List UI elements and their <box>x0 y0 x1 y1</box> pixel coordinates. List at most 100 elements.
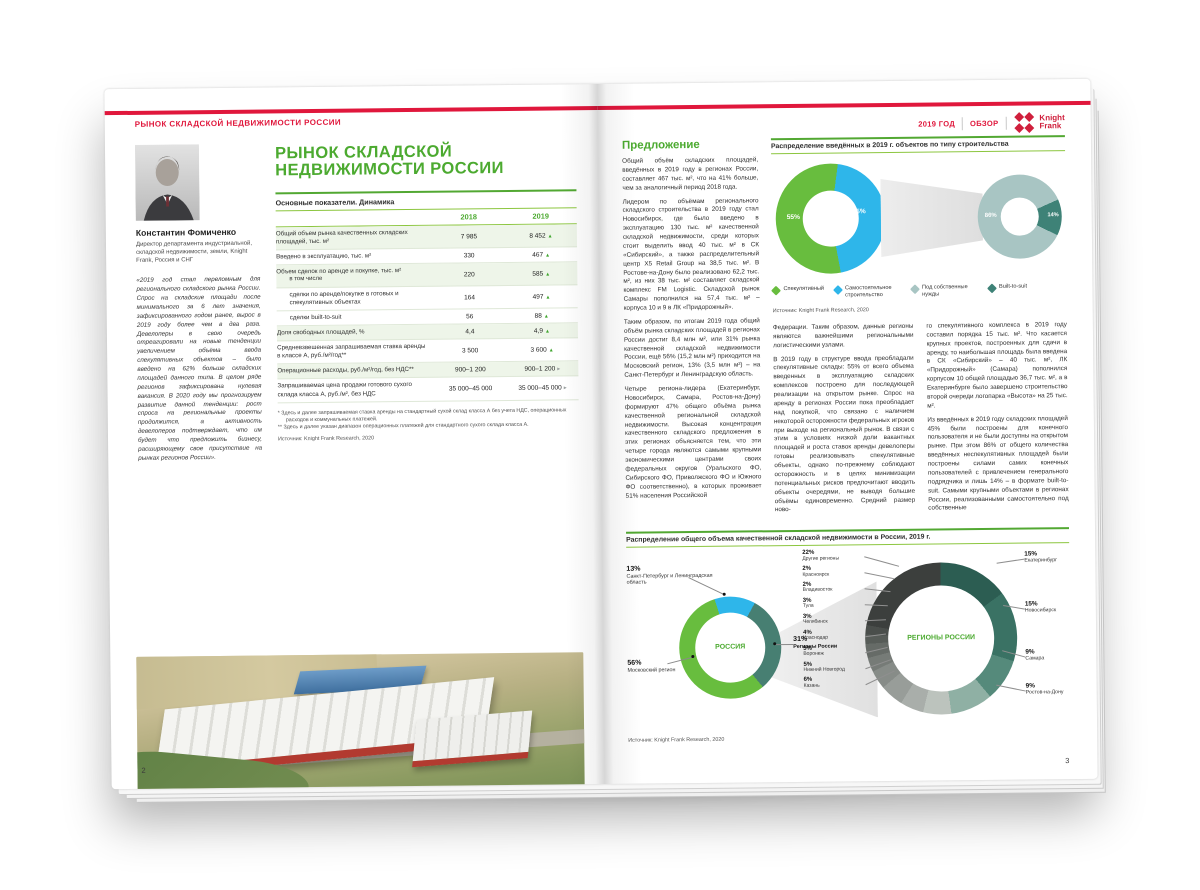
paragraph: Таким образом, по итогам 2019 года общий… <box>623 317 761 379</box>
callout-name: Тула <box>802 603 814 610</box>
callout-name: Санкт-Петербург и Ленинградская область <box>626 572 713 586</box>
trend-up-icon <box>545 327 550 334</box>
regions-left-callouts: 22% Другие регионы 2% Красноярск 2% Влад… <box>802 550 867 694</box>
callout-name: Ростов-на-Дону <box>1025 689 1064 696</box>
knight-frank-mark-icon <box>1013 111 1035 133</box>
chart-legend: Спекулятивный Самостоятельное строительс… <box>771 283 1066 300</box>
donut-row: 55% 45% 86% 14% <box>771 161 1066 275</box>
donut-callout: 9% Ростов-на-Дону <box>1026 683 1088 696</box>
page-number-right: 3 <box>1065 756 1070 766</box>
paragraph: Федерации. Таким образом, данные регионы… <box>772 322 914 349</box>
trend-up-icon <box>545 270 550 277</box>
table-row: сделки по аренде/покупке в готовых и спе… <box>276 285 578 312</box>
value-2019: 497 <box>532 293 544 301</box>
donut-hole <box>802 190 860 247</box>
value-2019: 467 <box>532 251 544 259</box>
trend-up-icon <box>545 251 550 258</box>
report-spread: РЫНОК СКЛАДСКОЙ НЕДВИЖИМОСТИ РОССИИ <box>104 78 1098 790</box>
callout-name: Краснодар <box>803 634 829 641</box>
knight-frank-logo: Knight Frank <box>1013 111 1065 134</box>
donut-nonspeculative-split: 86% 14% <box>977 174 1063 260</box>
page-left: РЫНОК СКЛАДСКОЙ НЕДВИЖИМОСТИ РОССИИ <box>104 84 604 790</box>
donut-callout: 3% Челябинск <box>803 613 867 625</box>
trend-flat-icon <box>557 365 560 372</box>
value-2019: 585 <box>532 270 544 278</box>
section-title: Предложение <box>621 138 700 152</box>
callout-name: Екатеринбург <box>1024 557 1058 564</box>
legend-diamond-icon <box>832 285 843 295</box>
page-title: РЫНОК СКЛАДСКОЙ НЕДВИЖИМОСТИ РОССИИ <box>274 142 504 180</box>
donut-hole <box>1000 197 1039 236</box>
value-2018: 7 985 <box>460 232 478 240</box>
legend-label: Спекулятивный <box>783 285 825 293</box>
stock-distribution-figure: РОССИЯ РЕГИОНЫ РОССИИ 13% <box>626 549 1071 745</box>
source-line: Источник: Knight Frank Research, 2020 <box>628 737 725 745</box>
warehouse-aerial-photo: Распределительный центр X5 Retail Group,… <box>136 652 585 790</box>
donut-regions: РЕГИОНЫ РОССИИ <box>864 562 1018 716</box>
donut-callout: 9% Самара <box>1025 649 1087 662</box>
row-label: Доля свободных площадей, % <box>276 328 365 337</box>
value-2018: 220 <box>463 270 475 279</box>
row-sublabel: в том числе <box>289 276 323 283</box>
value-2018: 330 <box>463 251 475 260</box>
page-right: 2019 ГОД ОБЗОР Knight Frank <box>597 79 1097 784</box>
expert-block: Константин Фомиченко Директор департамен… <box>134 144 262 470</box>
legend-diamond-icon <box>771 285 781 296</box>
flow-beam <box>880 178 983 257</box>
header-divider <box>961 116 964 130</box>
row-label: Введено в эксплуатацию, тыс. м² <box>276 252 372 261</box>
legend-label: Под собственные нужды <box>922 284 968 298</box>
donut-callout: 2% Владивосток <box>803 581 867 593</box>
donut-callout: 6% Казань <box>804 677 868 689</box>
regions-right-callouts: 15% Екатеринбург 15% Новосибирск 9% Сама… <box>1024 549 1086 696</box>
value-2018: 35 000–45 000 <box>448 385 493 393</box>
donut-callout: 5% Воронеж <box>803 645 867 657</box>
leader-dot <box>722 593 726 597</box>
donut-callout: 15% Екатеринбург <box>1024 551 1086 564</box>
source-line: Источник: Knight Frank Research, 2020 <box>278 435 375 443</box>
trend-up-icon <box>545 293 550 300</box>
value-2019: 900–1 200 <box>524 365 556 373</box>
slice-label: 55% <box>786 213 800 222</box>
donut-callout: 4% Краснодар <box>803 629 867 641</box>
row-label: Средневзвешенная запрашиваемая ставка ар… <box>277 343 426 360</box>
col-2019: 2019 <box>532 211 549 221</box>
callout-name: Челябинск <box>802 618 828 626</box>
value-2018: 3 500 <box>461 347 479 355</box>
photo-warehouse-secondary <box>412 710 533 768</box>
expert-portrait-photo <box>134 144 200 221</box>
paragraph: Четыре региона-лидера (Екатеринбург, Нов… <box>624 384 762 500</box>
construction-type-chart: Распределение введённых в 2019 г. объект… <box>770 135 1067 314</box>
page-number-left: 2 <box>141 765 146 775</box>
donut-hole: РЕГИОНЫ РОССИИ <box>887 585 995 693</box>
value-2019: 88 <box>534 312 542 320</box>
value-2018: 56 <box>466 313 474 321</box>
header-divider <box>1005 116 1007 130</box>
expert-name: Константин Фомиченко <box>135 226 237 238</box>
chart-title: Распределение общего объема качественной… <box>626 527 1070 549</box>
donut-callout: 3% Тула <box>803 597 867 609</box>
value-2019: 35 000–45 000 <box>518 384 562 392</box>
knight-frank-wordmark: Knight Frank <box>1039 114 1064 131</box>
stock-distribution-chart: Распределение общего объема качественной… <box>626 527 1071 745</box>
callout-name: Самара <box>1025 655 1045 662</box>
donut-russia: РОССИЯ <box>678 596 782 700</box>
col-2018: 2018 <box>460 212 477 222</box>
table-row: Общий объем рынка качественных складских… <box>275 224 578 251</box>
donut-callout: 22% Другие регионы <box>802 550 866 562</box>
value-2018: 164 <box>464 293 476 302</box>
donut-center-label: РЕГИОНЫ РОССИИ <box>907 634 976 643</box>
leader-line <box>775 644 794 646</box>
paragraph: го спекулятивного комплекса в 2019 году … <box>926 321 1068 410</box>
table-row: Объем сделок по аренде и покупке, тыс. м… <box>276 262 578 289</box>
value-2019: 3 600 <box>530 346 547 354</box>
key-indicators-table: Основные показатели. Динамика 2018 2019 … <box>275 189 579 403</box>
legend-item: Спекулятивный <box>771 285 825 296</box>
text-column-2: Федерации. Таким образом, данные регионы… <box>773 323 916 521</box>
legend-label: Built-to-suit <box>999 283 1028 290</box>
text-column-1: Предложение Общий объём складских площад… <box>622 138 762 522</box>
donut-callout-moscow: 56% Московский регион <box>627 659 697 674</box>
logo-line2: Frank <box>1039 121 1062 131</box>
footnotes: * Здесь и далее запрашиваемая ставка аре… <box>278 407 579 432</box>
row-label: Общий объем рынка качественных складских… <box>275 228 408 246</box>
